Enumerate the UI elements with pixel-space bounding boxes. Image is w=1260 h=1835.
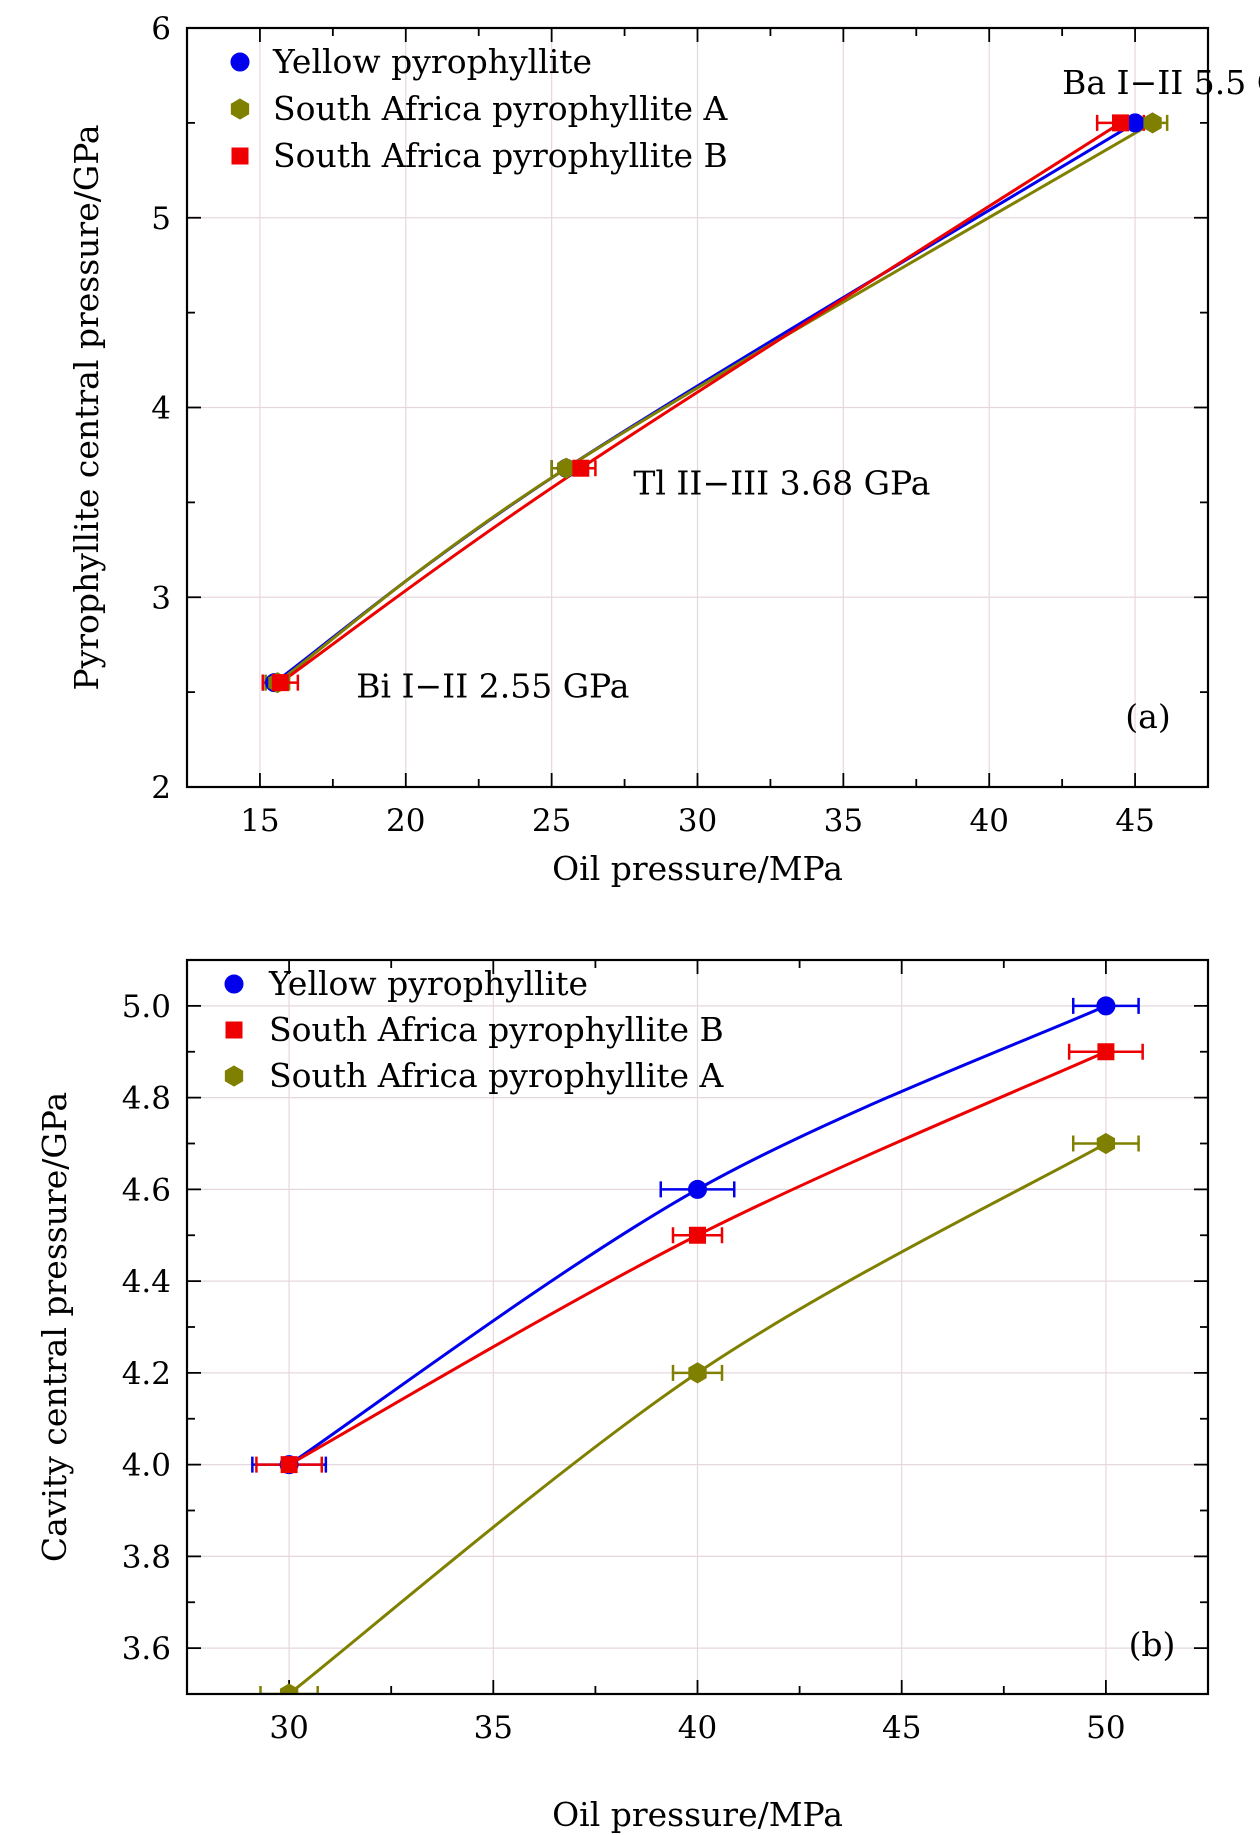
data-point — [1143, 112, 1162, 134]
legend-marker — [231, 147, 249, 165]
series-line — [276, 121, 1154, 684]
plot-area — [261, 112, 1169, 694]
annotation: Tl II−III 3.68 GPa — [633, 463, 930, 502]
annotation: Bi I−II 2.55 GPa — [356, 666, 629, 705]
y-axis-label: Cavity central pressure/GPa — [35, 1092, 74, 1562]
data-point — [688, 1362, 707, 1384]
data-point — [689, 1226, 706, 1244]
y-tick-label: 4.8 — [122, 1081, 171, 1117]
y-tick-label: 4.4 — [122, 1264, 171, 1300]
y-tick-label: 4.0 — [122, 1448, 171, 1484]
legend-marker — [225, 1021, 243, 1039]
y-tick-label: 3.8 — [122, 1539, 171, 1575]
y-axis-label: Pyrophyllite central pressure/GPa — [67, 124, 106, 690]
y-tick-label: 2 — [151, 770, 171, 806]
data-point — [572, 459, 590, 477]
legend-marker — [224, 974, 244, 994]
legend-entry: Yellow pyrophyllite — [268, 964, 588, 1003]
data-point — [280, 1456, 298, 1474]
annotation: Ba I−II 5.5 GPa — [1062, 63, 1260, 102]
x-tick-label: 35 — [474, 1710, 513, 1746]
x-axis-label: Oil pressure/MPa — [552, 1795, 843, 1834]
legend: Yellow pyrophyllite South Africa pyrophyl… — [230, 42, 729, 175]
data-point — [1096, 1132, 1116, 1155]
x-tick-label: 40 — [678, 1710, 717, 1746]
legend-entry: South Africa pyrophyllite A — [273, 89, 729, 128]
y-tick-label: 4.2 — [122, 1356, 171, 1392]
data-point — [688, 1179, 707, 1199]
x-tick-label: 25 — [532, 803, 571, 839]
plot-area — [251, 996, 1144, 1694]
panel-label: (a) — [1125, 697, 1170, 736]
x-tick-label: 35 — [824, 803, 863, 839]
x-tick-label: 30 — [269, 1710, 308, 1746]
x-tick-label: 50 — [1086, 1710, 1125, 1746]
x-tick-label: 40 — [969, 803, 1008, 839]
x-tick-label: 15 — [240, 803, 279, 839]
legend-marker — [230, 98, 250, 120]
legend-marker — [230, 52, 250, 72]
y-tick-label: 6 — [151, 11, 171, 47]
plot-frame — [185, 26, 1210, 789]
data-point — [1097, 1043, 1115, 1061]
x-tick-label: 45 — [882, 1710, 921, 1746]
legend-entry: South Africa pyrophyllite B — [269, 1010, 724, 1049]
grid-lines — [187, 960, 1208, 1694]
y-tick-label: 4.6 — [122, 1172, 171, 1208]
x-axis-label: Oil pressure/MPa — [552, 849, 843, 888]
data-point — [271, 674, 289, 692]
x-tick-label: 45 — [1115, 803, 1154, 839]
data-point — [1111, 114, 1129, 132]
y-tick-label: 5.0 — [122, 989, 171, 1025]
legend: Yellow pyrophyllite South Africa pyrophyl… — [224, 964, 725, 1095]
plot-frame — [185, 958, 1210, 1696]
legend-entry: South Africa pyrophyllite B — [273, 136, 728, 175]
panel-b-chart: 30 35 40 45 50 3.6 3.8 4.0 4.2 4.4 4.6 4.8 5.0 Oil pr… — [35, 958, 1210, 1834]
y-tick-label: 3 — [151, 580, 171, 616]
data-point — [1096, 996, 1116, 1016]
data-point — [279, 1683, 299, 1694]
legend-marker — [224, 1065, 244, 1087]
legend-entry: Yellow pyrophyllite — [272, 42, 592, 81]
panel-label: (b) — [1129, 1625, 1176, 1664]
y-tick-label: 4 — [151, 391, 171, 427]
legend-entry: South Africa pyrophyllite A — [269, 1056, 725, 1095]
y-tick-label: 3.6 — [122, 1631, 171, 1667]
series-line — [279, 121, 1122, 684]
x-tick-label: 30 — [678, 803, 717, 839]
x-tick-label: 20 — [386, 803, 425, 839]
y-tick-label: 5 — [151, 201, 171, 237]
data-point — [557, 457, 576, 479]
